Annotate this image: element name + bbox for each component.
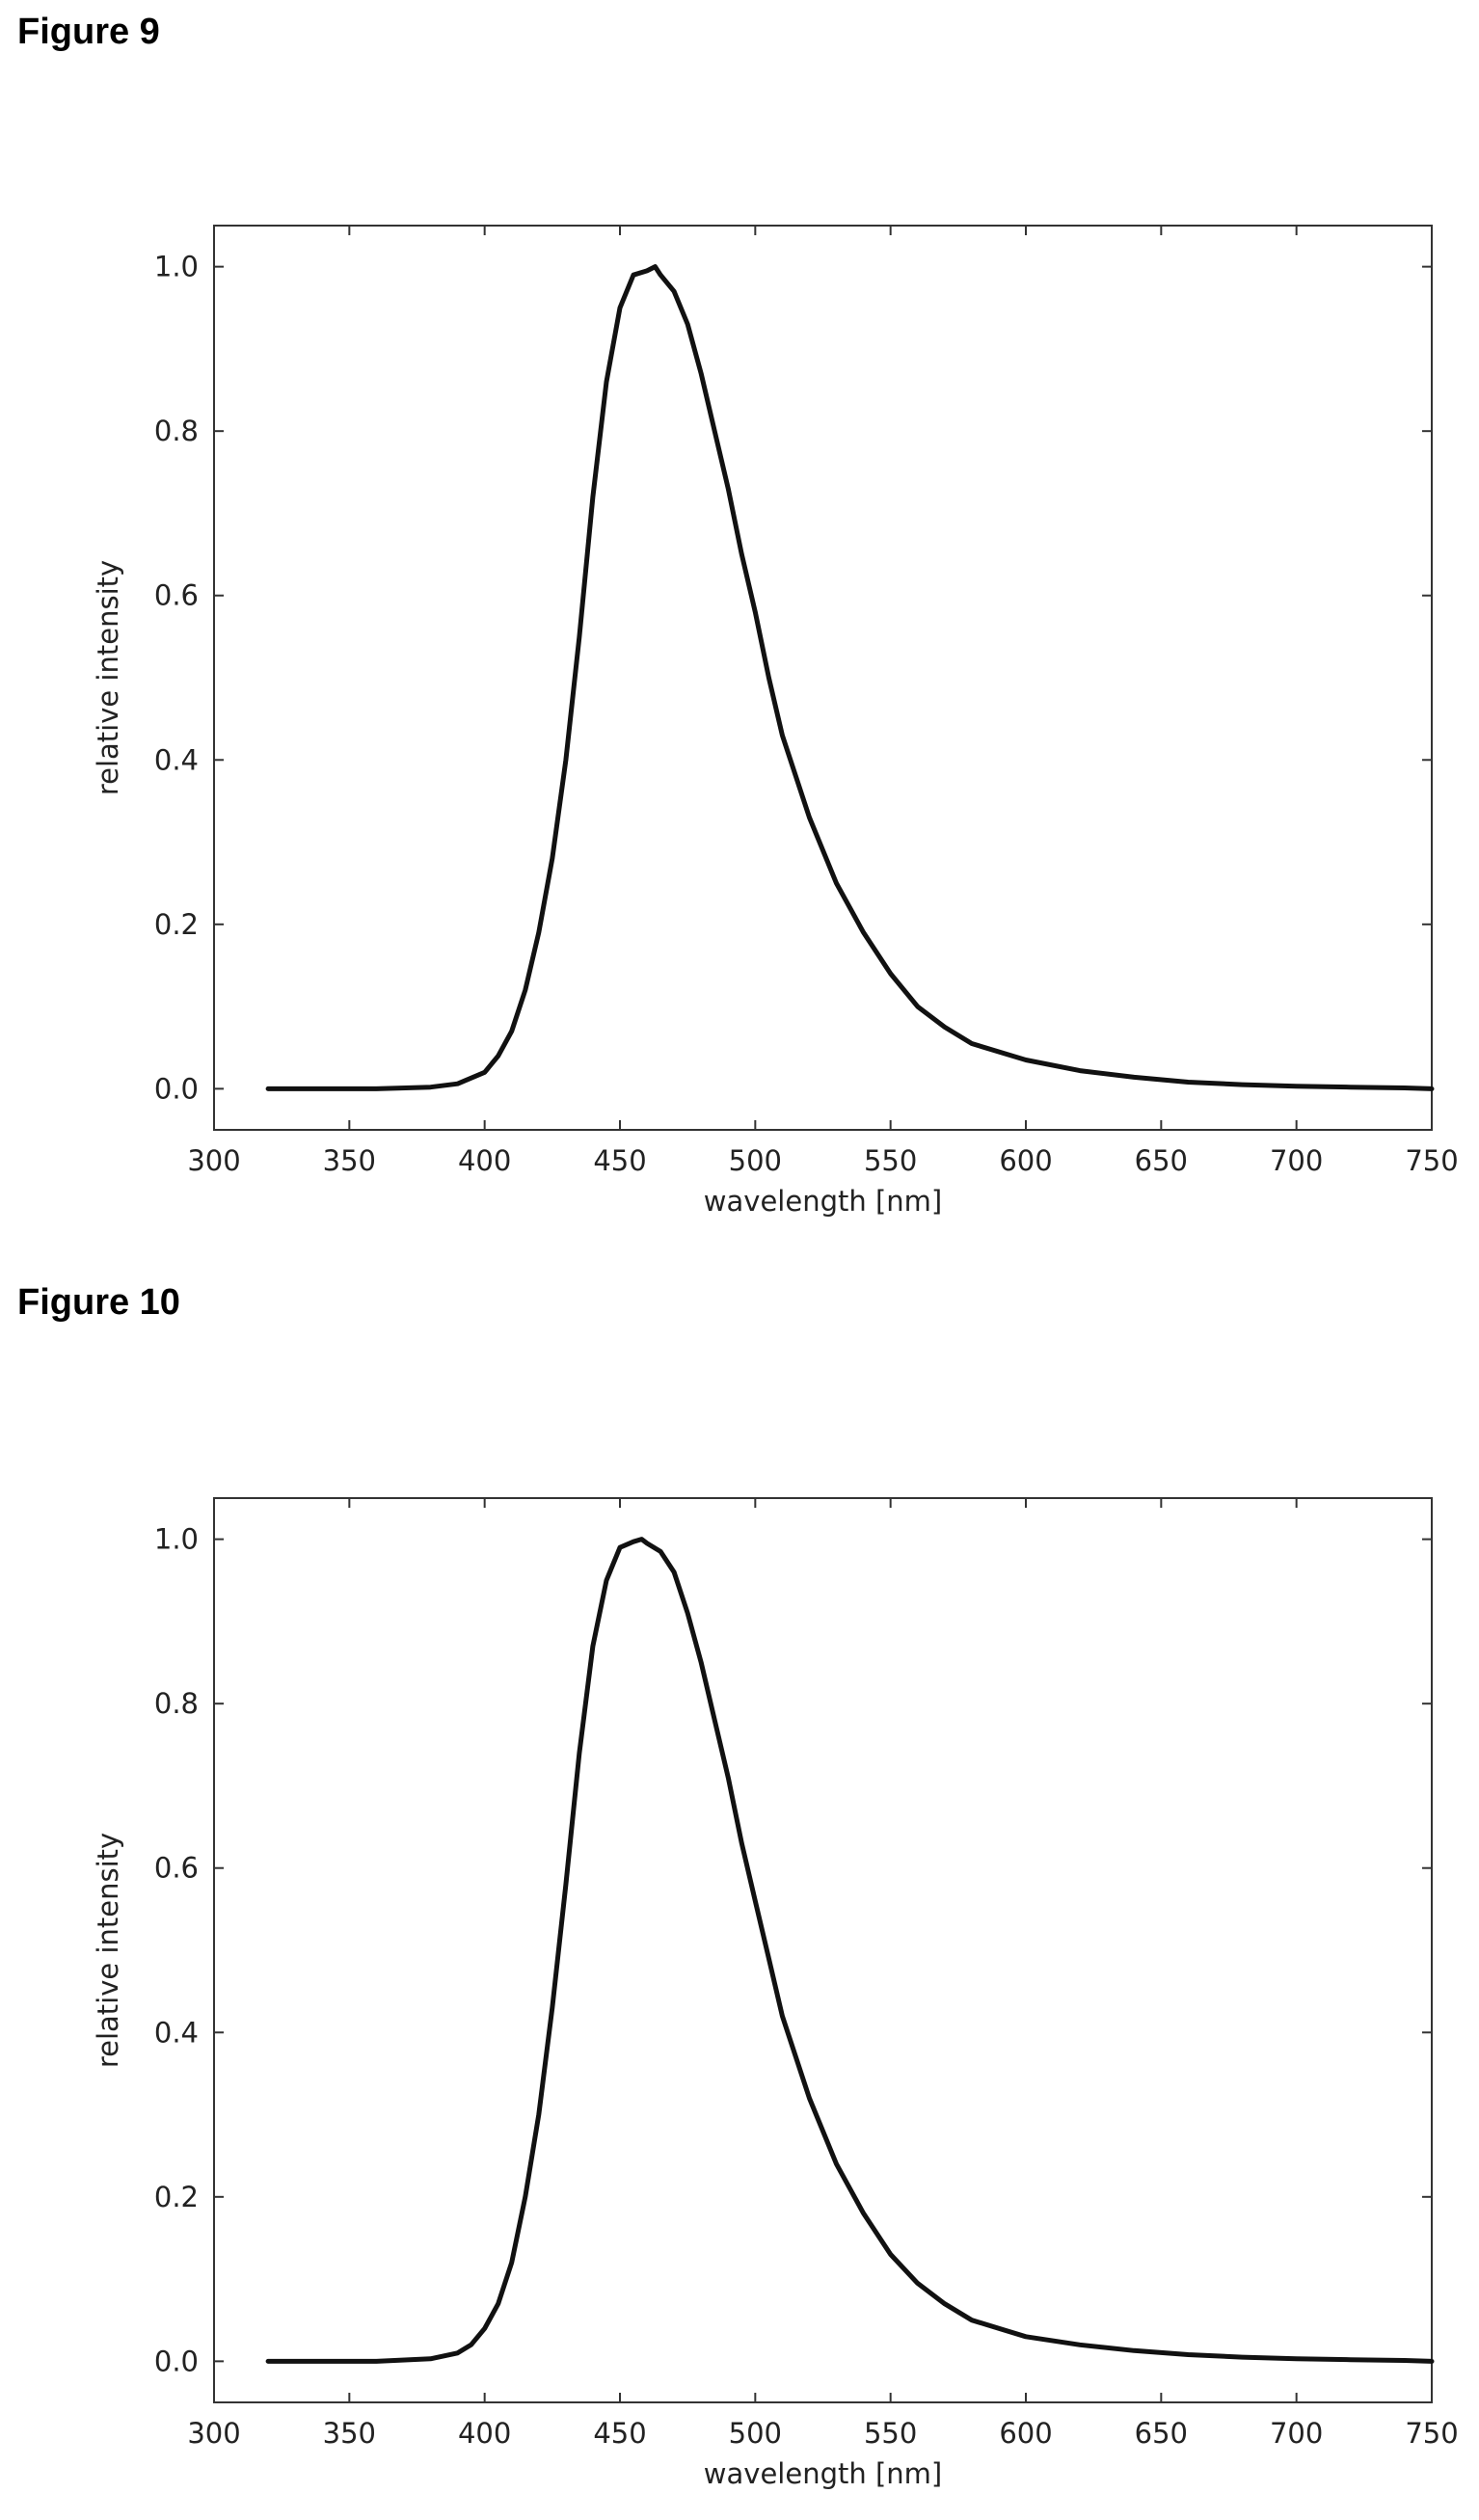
spectrum-line: [265, 1537, 1435, 2364]
x-tick-label: 550: [864, 2417, 917, 2450]
y-axis-title: relative intensity: [92, 1833, 124, 2068]
x-tick-label: 650: [1135, 2417, 1188, 2450]
x-tick-label: 400: [458, 2417, 511, 2450]
spectrum-line: [265, 264, 1435, 1091]
figure-10-chart: 300 350 400 450 500 550 600 650 700 750 0.0 0.2 0.4 0…: [92, 1497, 1459, 2490]
y-tick-label: 0.8: [154, 415, 199, 447]
x-axis-title: wavelength [nm]: [704, 2457, 942, 2490]
y-tick-label: 1.0: [154, 1523, 199, 1556]
x-tick-label: 700: [1270, 1144, 1323, 1177]
x-tick-label: 350: [323, 1144, 376, 1177]
y-axis-title: relative intensity: [92, 560, 124, 795]
y-tick-label: 0.6: [154, 1852, 199, 1885]
x-tick-label: 700: [1270, 2417, 1323, 2450]
x-tick-label: 500: [729, 2417, 782, 2450]
x-tick-label: 650: [1135, 1144, 1188, 1177]
x-tick-label: 550: [864, 1144, 917, 1177]
plot-frame: [213, 225, 1433, 1131]
x-tick-label: 600: [999, 2417, 1052, 2450]
x-tick-label: 500: [729, 1144, 782, 1177]
x-tick-label: 300: [187, 1144, 240, 1177]
x-tick-label: 750: [1405, 2417, 1458, 2450]
x-tick-label: 750: [1405, 1144, 1458, 1177]
y-tick-label: 0.4: [154, 2016, 199, 2049]
x-tick-label: 600: [999, 1144, 1052, 1177]
x-tick-label: 300: [187, 2417, 240, 2450]
x-tick-label: 350: [323, 2417, 376, 2450]
y-tick-label: 0.8: [154, 1687, 199, 1720]
x-tick-label: 450: [593, 2417, 646, 2450]
y-tick-label: 0.2: [154, 2181, 199, 2213]
y-tick-label: 0.0: [154, 1072, 199, 1105]
y-tick-label: 0.4: [154, 743, 199, 776]
x-axis-title: wavelength [nm]: [704, 1185, 942, 1218]
y-tick-label: 0.2: [154, 908, 199, 941]
figure-9-chart: 300 350 400 450 500 550 600 650 700 750 0.0 0.2 0.4 0…: [92, 225, 1459, 1218]
plot-frame: [213, 1497, 1433, 2403]
x-tick-label: 450: [593, 1144, 646, 1177]
y-tick-label: 0.0: [154, 2345, 199, 2377]
figure-10-label: Figure 10: [17, 1282, 180, 1323]
y-tick-label: 1.0: [154, 251, 199, 283]
x-tick-label: 400: [458, 1144, 511, 1177]
figure-9-label: Figure 9: [17, 12, 160, 52]
y-tick-label: 0.6: [154, 579, 199, 612]
